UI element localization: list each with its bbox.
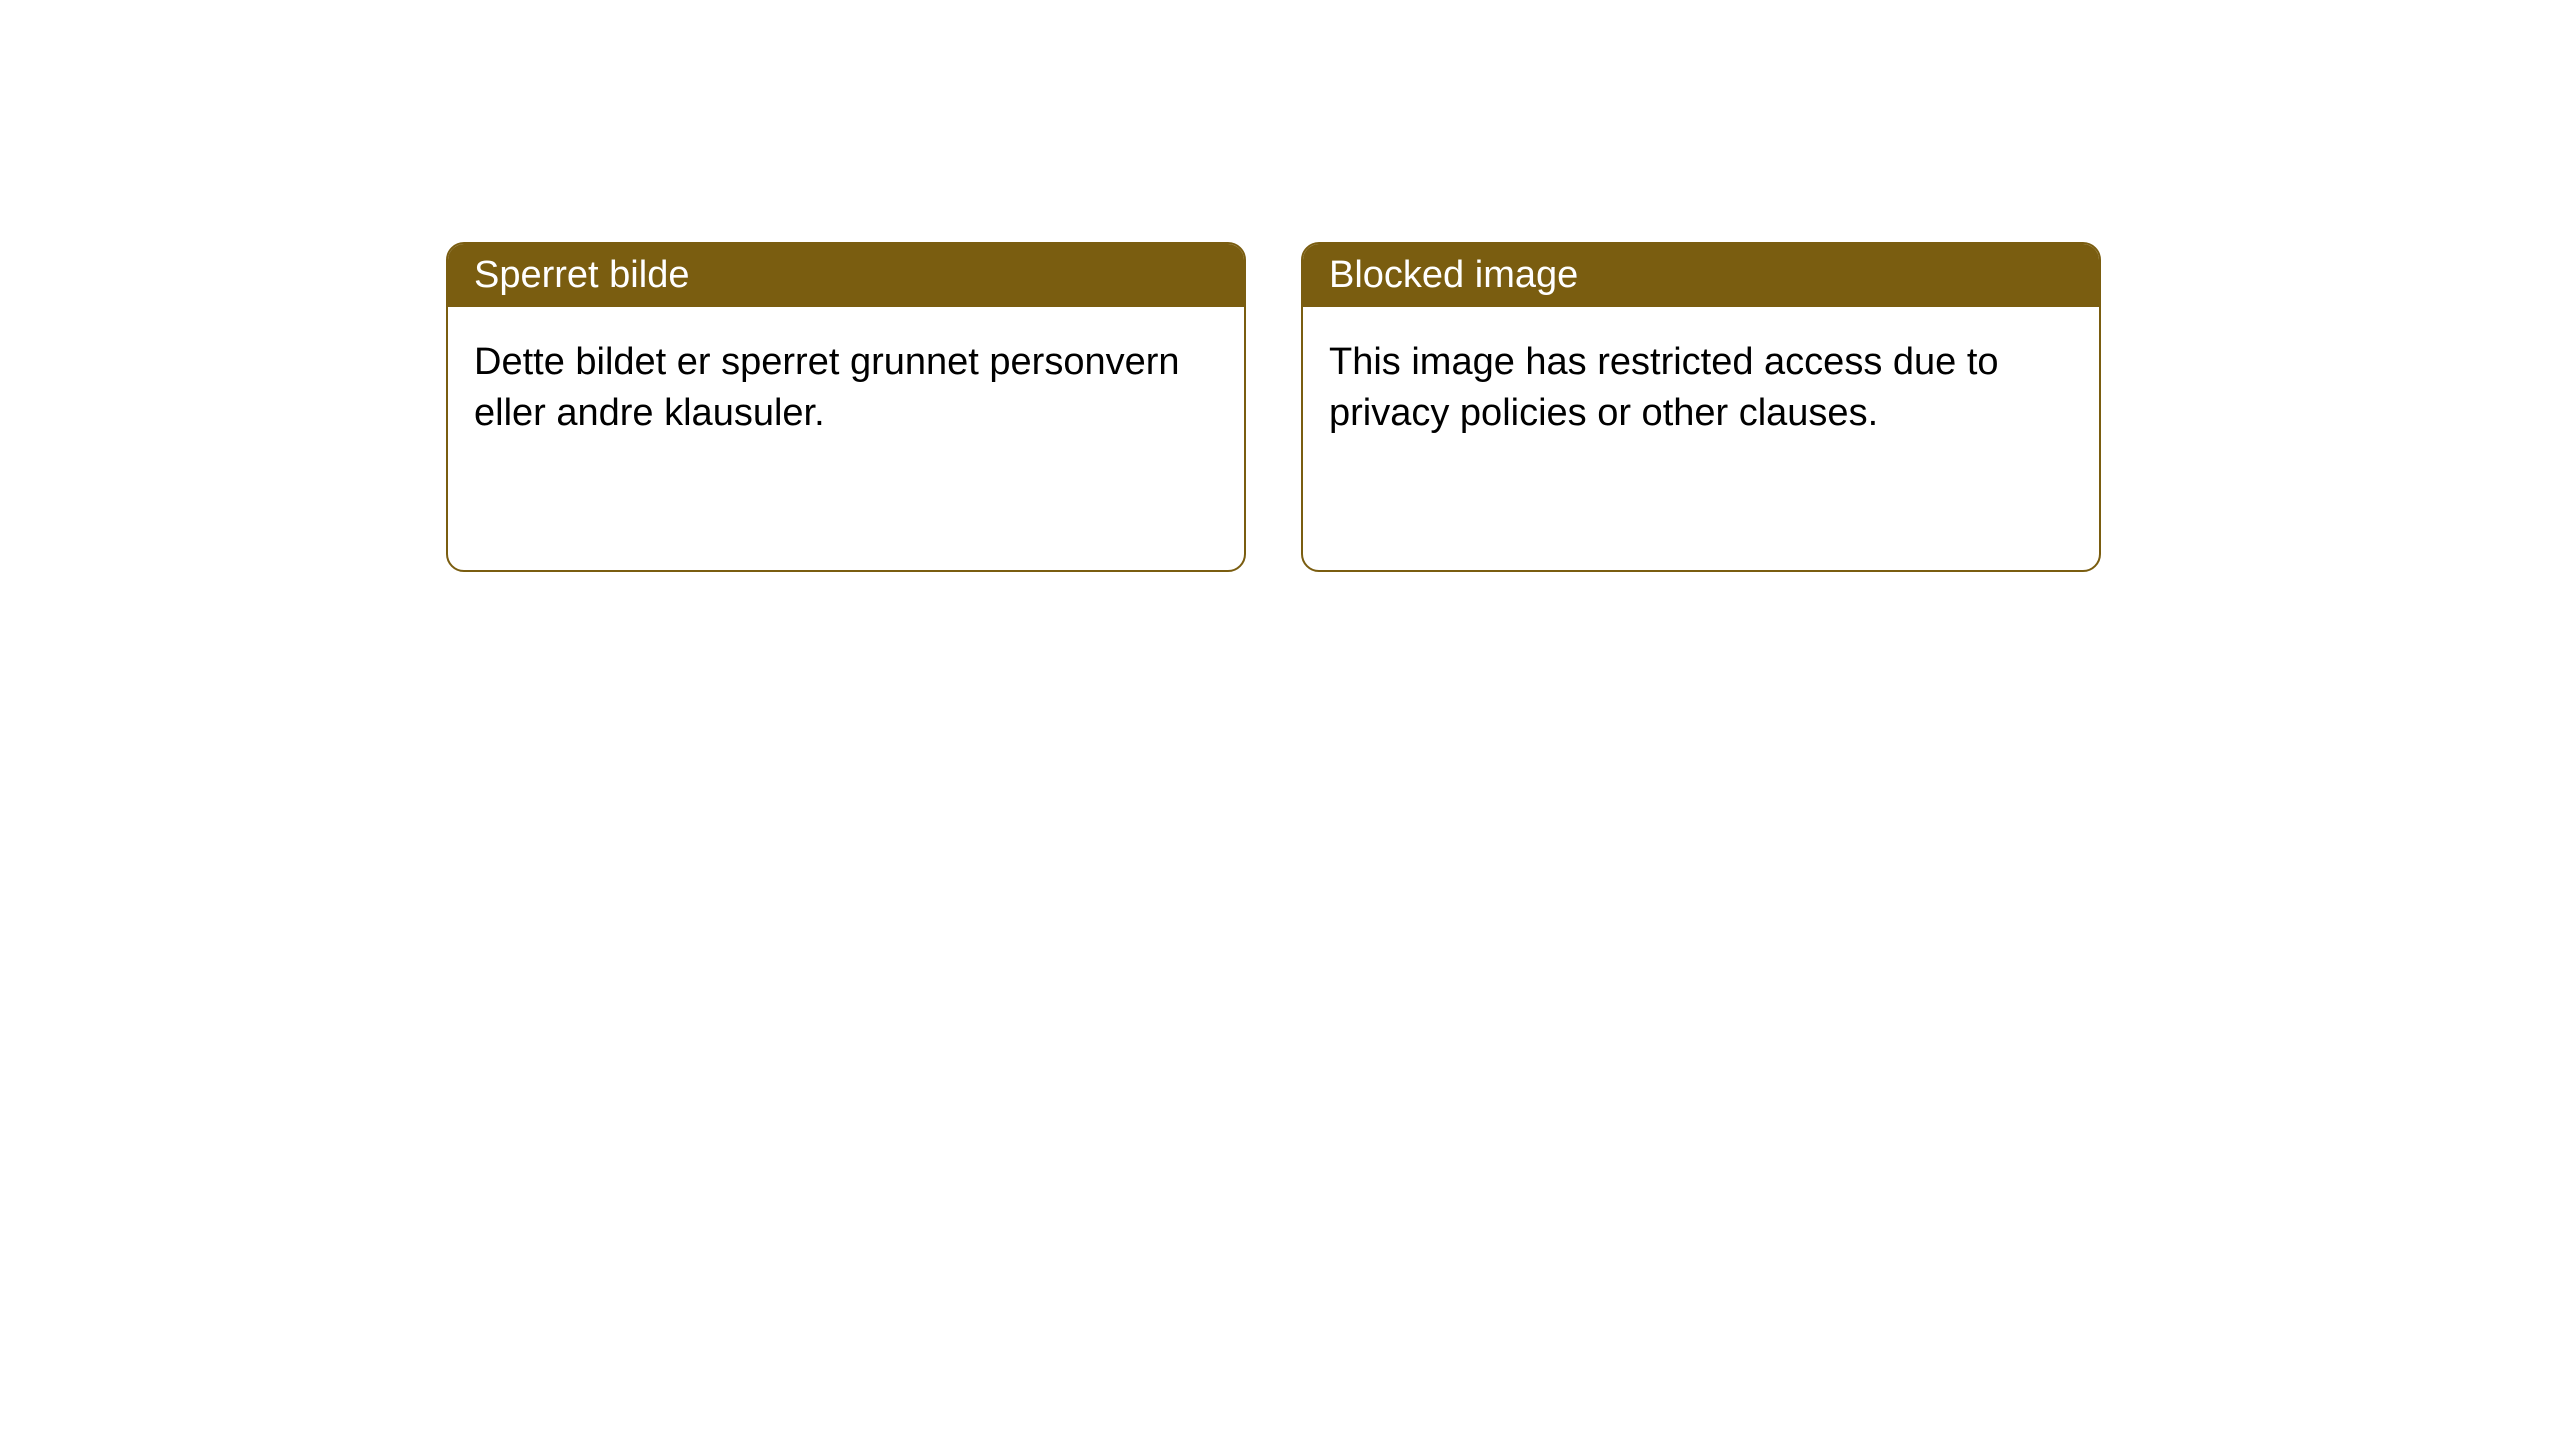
card-message: This image has restricted access due to … [1329,341,1999,434]
card-title: Blocked image [1329,254,1578,296]
notice-container: Sperret bilde Dette bildet er sperret gr… [0,0,2560,572]
card-body: Dette bildet er sperret grunnet personve… [448,307,1244,470]
card-header: Sperret bilde [448,244,1244,307]
notice-card-norwegian: Sperret bilde Dette bildet er sperret gr… [446,242,1246,572]
card-body: This image has restricted access due to … [1303,307,2099,470]
notice-card-english: Blocked image This image has restricted … [1301,242,2101,572]
card-title: Sperret bilde [474,254,689,296]
card-header: Blocked image [1303,244,2099,307]
card-message: Dette bildet er sperret grunnet personve… [474,341,1180,434]
